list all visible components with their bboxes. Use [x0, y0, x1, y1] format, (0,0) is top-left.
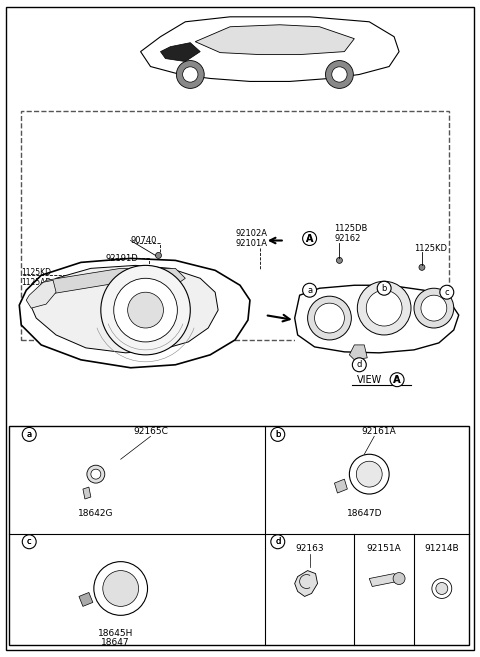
Circle shape — [114, 279, 178, 342]
Circle shape — [325, 60, 353, 89]
Text: 92162: 92162 — [335, 234, 361, 243]
Circle shape — [414, 288, 454, 328]
Circle shape — [314, 303, 344, 333]
Text: 90740: 90740 — [131, 236, 157, 245]
Bar — [295, 290, 464, 399]
Text: 92161A: 92161A — [362, 427, 396, 436]
Polygon shape — [36, 268, 185, 295]
Text: 92101A: 92101A — [235, 239, 267, 248]
Bar — [9, 426, 468, 645]
Circle shape — [419, 264, 425, 270]
Polygon shape — [79, 593, 93, 606]
Circle shape — [377, 281, 391, 295]
Text: b: b — [275, 430, 280, 439]
Text: VIEW: VIEW — [357, 374, 382, 385]
Circle shape — [421, 295, 447, 321]
Text: c: c — [444, 288, 449, 297]
Circle shape — [432, 579, 452, 599]
Circle shape — [271, 535, 285, 549]
Text: A: A — [306, 233, 313, 244]
Text: 1125AD: 1125AD — [21, 278, 51, 286]
Text: 92163: 92163 — [295, 544, 324, 553]
Circle shape — [156, 252, 161, 258]
Text: 1125DB: 1125DB — [335, 224, 368, 233]
Polygon shape — [83, 487, 91, 499]
Circle shape — [302, 283, 316, 297]
Circle shape — [308, 296, 351, 340]
Text: c: c — [27, 537, 32, 546]
Text: A: A — [393, 374, 401, 385]
Circle shape — [91, 469, 101, 479]
Text: 92191D: 92191D — [106, 254, 139, 263]
Polygon shape — [195, 25, 354, 55]
Polygon shape — [349, 345, 367, 360]
Circle shape — [271, 428, 285, 442]
Bar — [145, 262, 156, 270]
Polygon shape — [29, 265, 218, 353]
Text: a: a — [307, 286, 312, 295]
Polygon shape — [26, 281, 56, 308]
Polygon shape — [295, 570, 318, 597]
Text: b: b — [275, 430, 280, 439]
Text: 18642G: 18642G — [78, 509, 114, 518]
Circle shape — [436, 583, 448, 595]
Polygon shape — [295, 285, 459, 353]
Text: b: b — [382, 284, 387, 293]
Bar — [21, 111, 449, 340]
Circle shape — [390, 373, 404, 387]
Circle shape — [87, 465, 105, 483]
Polygon shape — [19, 258, 250, 368]
Circle shape — [352, 358, 366, 372]
Circle shape — [336, 258, 342, 263]
Text: 18645H: 18645H — [98, 629, 133, 638]
Polygon shape — [369, 574, 397, 587]
Polygon shape — [141, 17, 399, 81]
Circle shape — [176, 60, 204, 89]
Circle shape — [97, 288, 104, 296]
Text: 92165C: 92165C — [133, 427, 168, 436]
Circle shape — [103, 570, 139, 606]
Circle shape — [22, 428, 36, 442]
Text: 18647D: 18647D — [347, 509, 382, 518]
Circle shape — [357, 281, 411, 335]
Text: 18647: 18647 — [101, 638, 130, 646]
Text: 1125KD: 1125KD — [21, 268, 51, 277]
Circle shape — [356, 461, 382, 487]
Circle shape — [393, 573, 405, 585]
Circle shape — [440, 285, 454, 299]
Text: c: c — [27, 537, 32, 546]
Circle shape — [332, 67, 347, 82]
Circle shape — [366, 290, 402, 326]
Text: d: d — [275, 537, 280, 546]
Text: 1125KD: 1125KD — [414, 244, 447, 253]
Text: A: A — [306, 233, 313, 244]
Text: A: A — [394, 374, 400, 385]
Circle shape — [302, 231, 316, 246]
Circle shape — [101, 265, 190, 355]
Text: d: d — [275, 537, 280, 546]
Text: d: d — [357, 360, 362, 369]
Circle shape — [128, 292, 164, 328]
Text: 92102A: 92102A — [235, 229, 267, 238]
Polygon shape — [335, 479, 348, 493]
Text: 92151A: 92151A — [367, 544, 402, 553]
Circle shape — [94, 562, 147, 616]
Text: a: a — [27, 430, 32, 439]
Circle shape — [22, 535, 36, 549]
Polygon shape — [160, 43, 200, 62]
Text: 91214B: 91214B — [424, 544, 459, 553]
Text: a: a — [27, 430, 32, 439]
Circle shape — [349, 454, 389, 494]
Circle shape — [182, 67, 198, 82]
